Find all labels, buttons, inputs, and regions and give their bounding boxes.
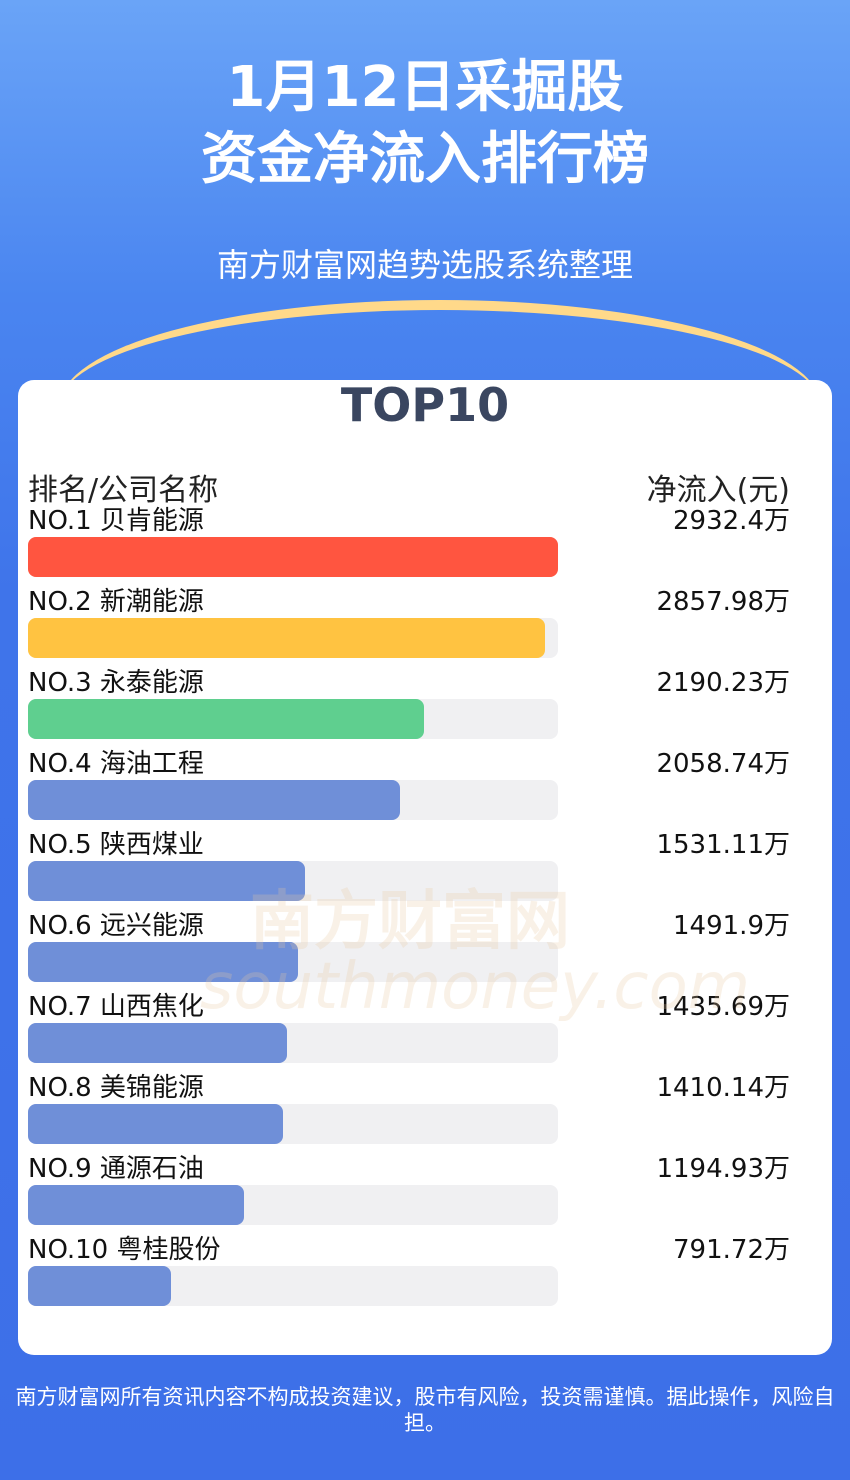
bar <box>28 1104 283 1144</box>
watermark: 南方财富网 <box>250 885 570 959</box>
bar <box>28 942 298 982</box>
title: 1月12日采掘股 资金净流入排行榜 <box>0 52 850 196</box>
value-label: 1435.69万 <box>656 992 790 1022</box>
value-label: 2932.4万 <box>673 506 790 536</box>
category-label: NO.6 远兴能源 <box>28 911 204 941</box>
category-label: NO.9 通源石油 <box>28 1154 204 1184</box>
value-label: 2857.98万 <box>656 587 790 617</box>
bar <box>28 1266 172 1306</box>
category-label: NO.3 永泰能源 <box>28 668 204 698</box>
value-label: 1491.9万 <box>673 911 790 941</box>
value-label: 791.72万 <box>673 1235 790 1265</box>
title-line: 资金净流入排行榜 <box>201 127 649 192</box>
watermark: southmoney.com <box>200 950 751 1024</box>
subtitle: 南方财富网趋势选股系统整理 <box>216 246 633 284</box>
heading: TOP10 <box>340 378 510 432</box>
bar <box>28 1185 244 1225</box>
bar <box>28 699 424 739</box>
bar <box>28 861 305 901</box>
bar <box>28 537 558 577</box>
bar <box>28 780 401 820</box>
bar <box>28 1023 288 1063</box>
value-label: 2190.23万 <box>656 668 790 698</box>
value-header: 净流入(元) <box>646 473 790 508</box>
bar <box>28 618 545 658</box>
value-label: 2058.74万 <box>656 749 790 779</box>
category-label: NO.7 山西焦化 <box>28 992 204 1022</box>
category-label: NO.4 海油工程 <box>28 749 204 779</box>
category-label: NO.5 陕西煤业 <box>28 830 204 860</box>
footer: 南方财富网所有资讯内容不构成投资建议，股市有风险，投资需谨慎。据此操作，风险自担… <box>15 1385 835 1435</box>
value-label: 1410.14万 <box>656 1073 790 1103</box>
value-label: 1531.11万 <box>656 830 790 860</box>
category-label: NO.2 新潮能源 <box>28 587 204 617</box>
decor-arc <box>60 300 820 510</box>
title-line: 1月12日采掘股 <box>226 55 624 120</box>
category-header: 排名/公司名称 <box>28 473 219 508</box>
category-label: NO.10 粤桂股份 <box>28 1235 221 1265</box>
category-label: NO.1 贝肯能源 <box>28 506 204 536</box>
value-label: 1194.93万 <box>656 1154 790 1184</box>
category-label: NO.8 美锦能源 <box>28 1073 204 1103</box>
